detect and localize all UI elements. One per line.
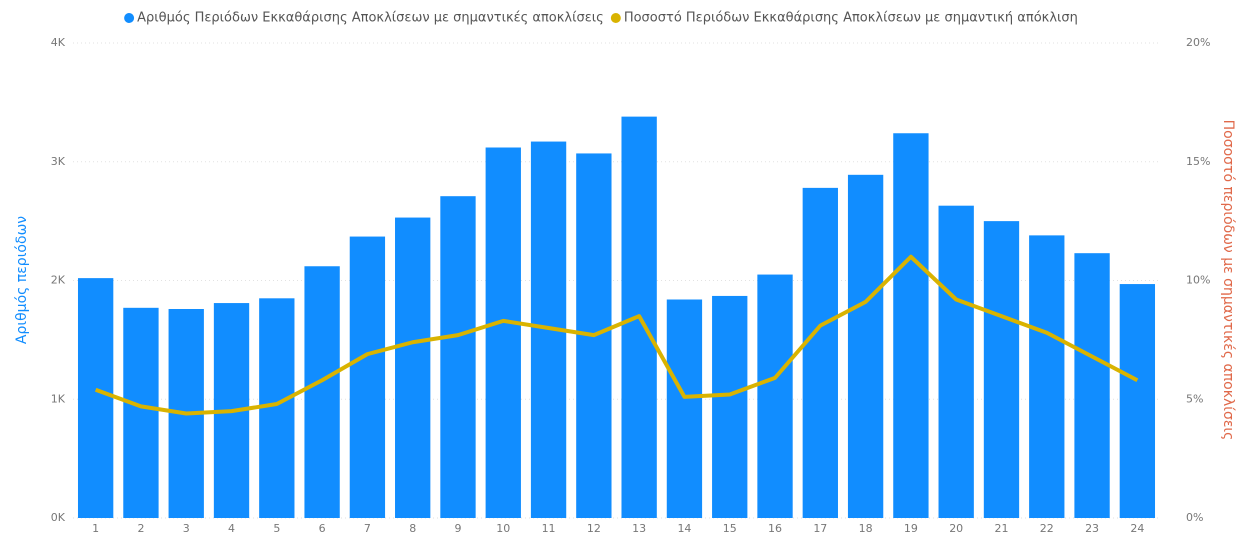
y2-tick-label: 5% <box>1186 392 1203 405</box>
x-tick-label: 3 <box>183 522 190 535</box>
bar <box>666 299 703 518</box>
y-tick-label: 1K <box>51 392 66 405</box>
y2-tick-label: 15% <box>1186 155 1210 168</box>
bar <box>983 221 1020 518</box>
legend-marker <box>610 13 621 23</box>
bar <box>893 133 929 518</box>
bar <box>1074 253 1110 518</box>
bar <box>1029 235 1065 518</box>
x-tick-label: 11 <box>542 522 556 535</box>
x-tick-label: 19 <box>904 522 918 535</box>
x-tick-label: 7 <box>364 522 371 535</box>
x-tick-label: 18 <box>859 522 873 535</box>
bar <box>259 298 295 518</box>
bar <box>712 295 748 518</box>
bar <box>1119 284 1156 518</box>
x-tick-label: 16 <box>768 522 782 535</box>
bar <box>757 274 793 518</box>
x-tick-label: 14 <box>677 522 691 535</box>
x-tick-label: 21 <box>994 522 1008 535</box>
bar <box>77 278 114 518</box>
y2-axis-title: Ποσοστό περιόδων με σημαντικές αποκλίσει… <box>1220 120 1236 441</box>
line <box>94 254 1139 416</box>
bar <box>847 174 884 518</box>
x-tick-label: 5 <box>273 522 280 535</box>
x-tick-label: 9 <box>454 522 461 535</box>
bar <box>802 187 838 518</box>
x-tick-label: 4 <box>228 522 235 535</box>
x-tick-label: 12 <box>587 522 601 535</box>
y2-tick-label: 0% <box>1186 511 1203 524</box>
legend-marker <box>124 13 135 23</box>
y-tick-label: 2K <box>51 274 66 287</box>
x-tick-label: 8 <box>409 522 416 535</box>
x-tick-label: 20 <box>949 522 963 535</box>
y2-tick-label: 10% <box>1186 274 1210 287</box>
x-tick-label: 24 <box>1130 522 1144 535</box>
x-tick-label: 17 <box>813 522 827 535</box>
x-tick-label: 15 <box>723 522 737 535</box>
bar <box>123 307 159 518</box>
bar <box>938 205 974 518</box>
x-tick-label: 22 <box>1040 522 1054 535</box>
bar <box>349 236 386 518</box>
x-tick-label: 2 <box>137 522 144 535</box>
x-tick-label: 13 <box>632 522 646 535</box>
y-tick-label: 3K <box>51 155 66 168</box>
bar <box>395 217 431 518</box>
bar <box>485 147 521 518</box>
bar <box>304 266 340 518</box>
bar <box>440 196 476 518</box>
x-tick-label: 23 <box>1085 522 1099 535</box>
y2-tick-label: 20% <box>1186 36 1210 49</box>
y-tick-label: 0K <box>51 511 66 524</box>
x-tick-label: 1 <box>92 522 99 535</box>
legend-label: Ποσοστό Περιόδων Εκκαθάρισης Αποκλίσεων … <box>624 11 1078 26</box>
y-axis-title: Αριθμός περιόδων <box>14 216 30 344</box>
legend-label: Αριθμός Περιόδων Εκκαθάρισης Αποκλίσεων … <box>137 11 604 26</box>
x-tick-label: 10 <box>496 522 510 535</box>
x-tick-label: 6 <box>319 522 326 535</box>
y-tick-label: 4K <box>51 36 66 49</box>
